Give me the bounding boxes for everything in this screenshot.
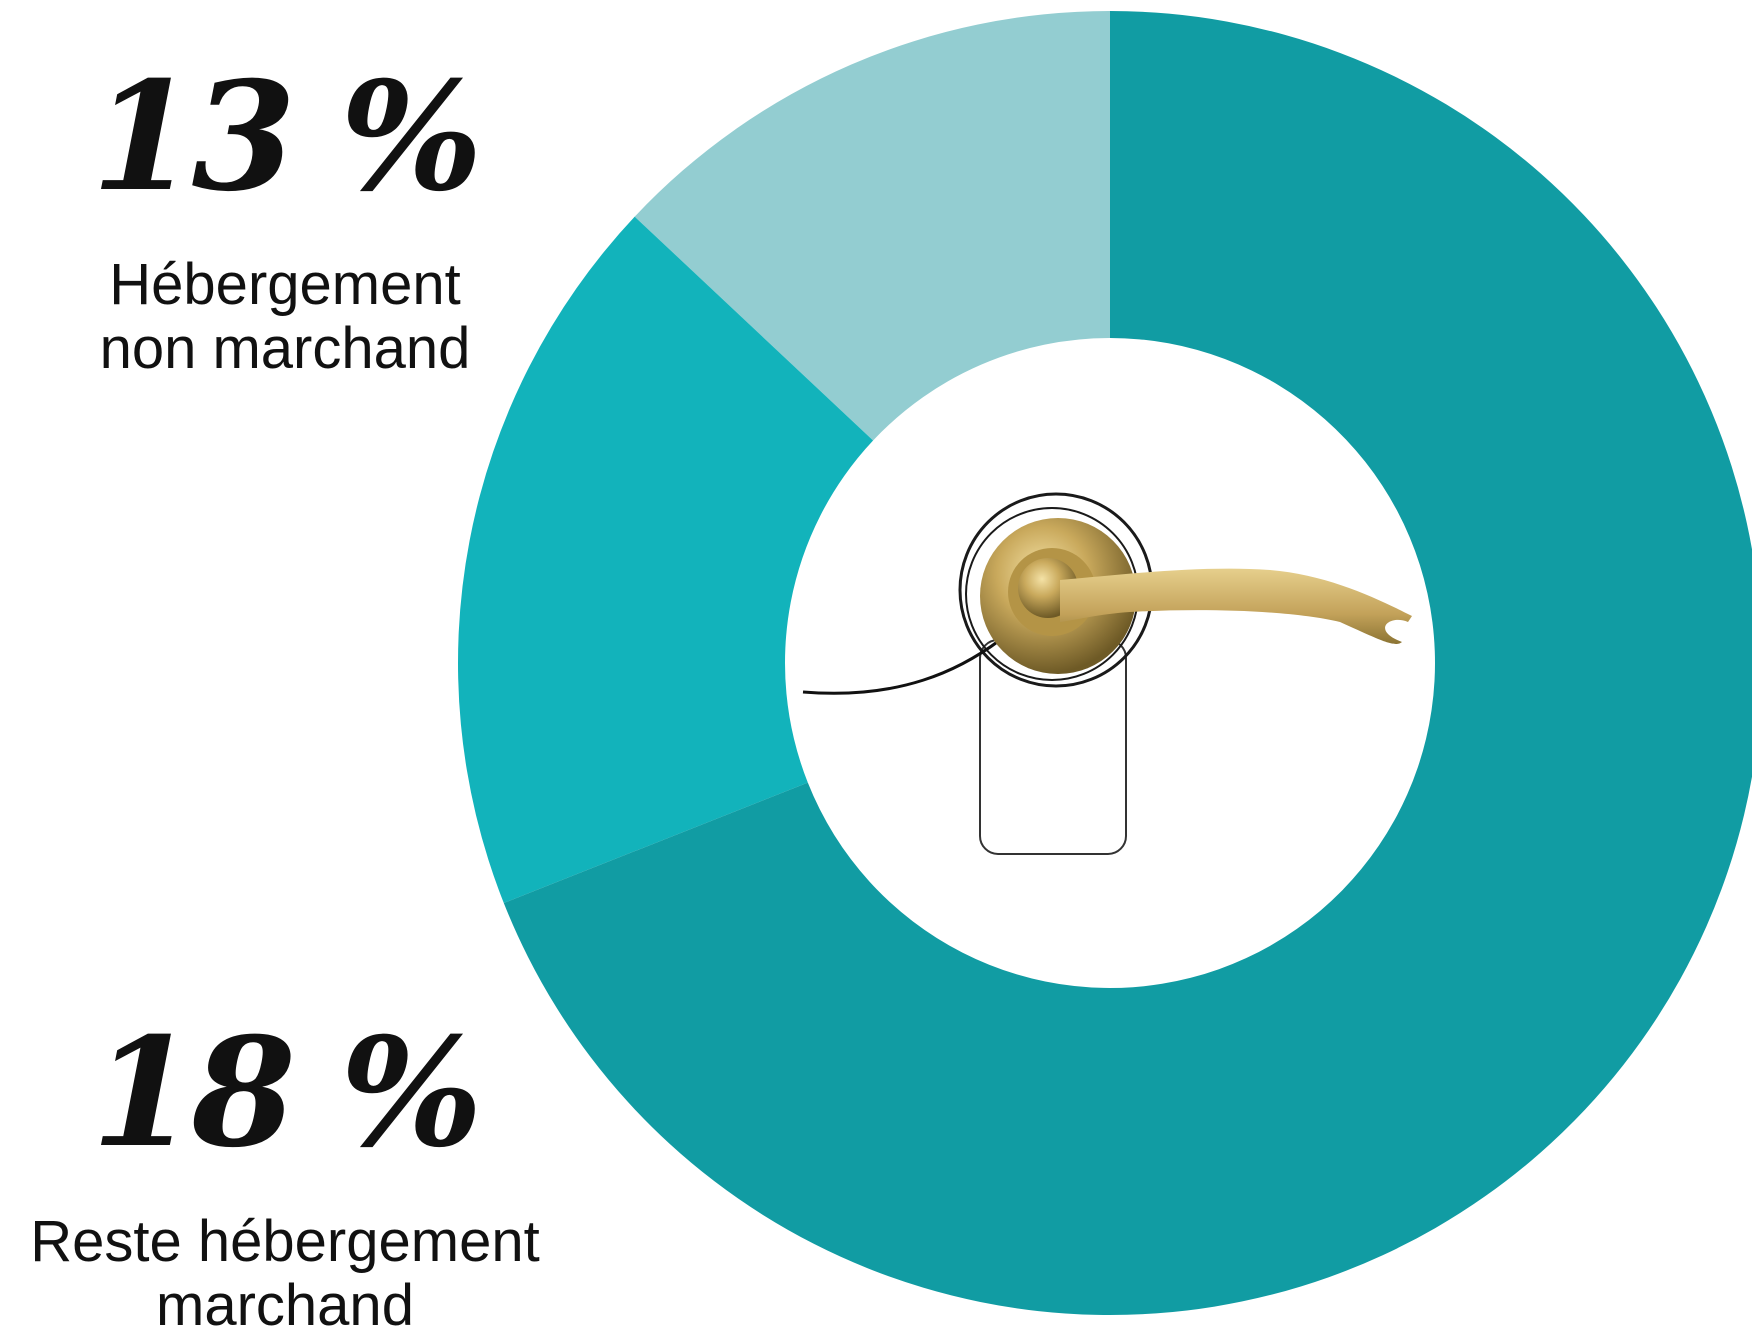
pie-slice-0 [634,11,1110,441]
data-label-0: 13 % [91,49,483,225]
category-label-0-line-2: non marchand [99,316,471,381]
category-label-0: Hébergement non marchand [0,253,570,381]
data-label-1: 18 % [91,1005,483,1181]
category-label-1: Reste hébergement marchand [0,1210,570,1338]
category-label-0-line-1: Hébergement [109,252,461,317]
pie-slice-1 [458,216,874,904]
category-label-1-line-2: marchand [156,1273,414,1338]
category-label-1-line-1: Reste hébergement [30,1209,540,1274]
door-handle-icon [802,492,1412,855]
pie-slice-2 [503,11,1752,1315]
